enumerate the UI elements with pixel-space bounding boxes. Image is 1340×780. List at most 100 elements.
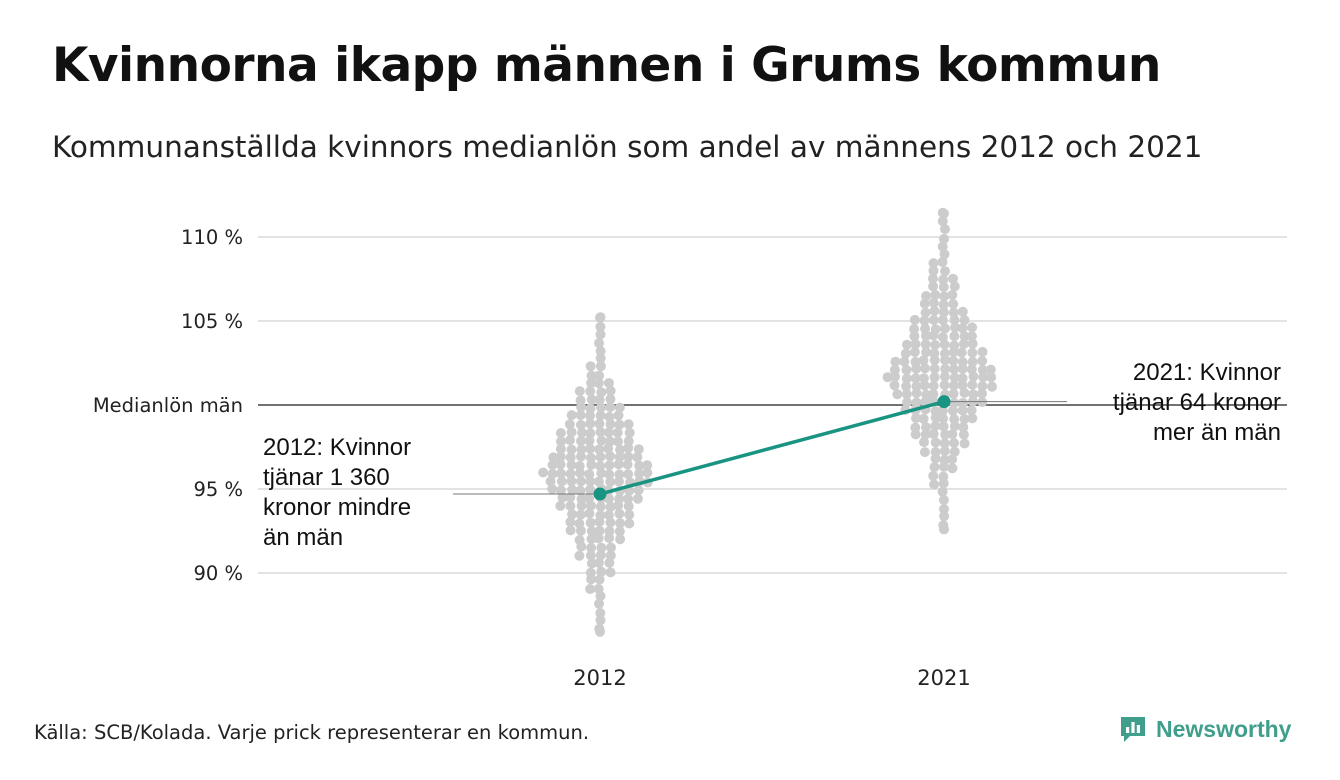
municipality-dot <box>605 451 616 462</box>
municipality-dot <box>594 574 605 585</box>
municipality-dot <box>947 289 958 300</box>
series-point <box>937 395 951 409</box>
annotation-text: än män <box>263 524 343 551</box>
municipality-dot <box>564 419 575 430</box>
municipality-dot <box>594 525 605 536</box>
municipality-dot <box>920 429 931 440</box>
municipality-dot <box>574 386 585 397</box>
municipality-dot <box>949 446 960 457</box>
municipality-dot <box>566 444 577 455</box>
municipality-dot <box>605 394 616 405</box>
municipality-dot <box>967 413 978 424</box>
municipality-dot <box>593 378 604 389</box>
municipality-dot <box>901 381 912 392</box>
municipality-dot <box>919 447 930 458</box>
y-axis-ticks: 90 % 95 % Medianlön män 105 % 110 % <box>93 226 243 585</box>
municipality-dot <box>614 469 625 480</box>
municipality-dot <box>957 306 968 317</box>
municipality-dot <box>623 451 634 462</box>
municipality-dot <box>612 427 623 438</box>
annotation-text: kronor mindre <box>263 494 411 521</box>
municipality-dot <box>555 428 566 438</box>
municipality-dot <box>633 444 644 455</box>
municipality-dot <box>929 479 940 490</box>
municipality-dot <box>605 567 616 578</box>
municipality-dot <box>594 598 604 609</box>
municipality-dot <box>613 436 623 447</box>
municipality-dot <box>939 291 950 302</box>
series-point <box>593 487 607 501</box>
municipality-dot <box>939 371 950 382</box>
chart-subtitle: Kommunanställda kvinnors medianlön som a… <box>52 130 1203 164</box>
municipality-dot <box>947 405 958 416</box>
municipality-dot <box>547 468 558 479</box>
municipality-dot <box>604 460 615 471</box>
municipality-dot <box>930 437 941 448</box>
municipality-dot <box>615 534 626 545</box>
municipality-dot <box>921 330 931 341</box>
municipality-dot <box>566 460 577 470</box>
municipality-dot <box>585 443 596 454</box>
municipality-dot <box>928 429 939 439</box>
municipality-dot <box>938 478 949 489</box>
municipality-dot <box>565 517 576 527</box>
municipality-dot <box>585 476 596 487</box>
municipality-dot <box>576 541 587 552</box>
municipality-dot <box>565 452 576 463</box>
municipality-dot <box>586 378 597 388</box>
municipality-dot <box>586 534 597 544</box>
municipality-dot <box>556 476 567 487</box>
municipality-dot <box>555 443 566 454</box>
municipality-dot <box>940 266 950 277</box>
municipality-dot <box>584 508 595 519</box>
municipality-dot <box>585 484 596 495</box>
brand-name: Newsworthy <box>1156 715 1292 742</box>
municipality-dot <box>586 459 597 470</box>
annotations: 2012: Kvinnor tjänar 1 360 kronor mindre än… <box>263 359 1281 551</box>
municipality-dot <box>585 584 596 594</box>
municipality-dot <box>565 468 576 479</box>
municipality-dot <box>959 387 970 398</box>
municipality-dot <box>938 299 949 310</box>
municipality-dot <box>575 467 585 478</box>
municipality-dot <box>902 397 912 408</box>
municipality-dot <box>586 370 597 381</box>
municipality-dot <box>966 331 977 342</box>
municipality-dot <box>930 289 941 300</box>
municipality-dot <box>938 413 949 424</box>
municipality-dot <box>930 453 941 464</box>
municipality-dot <box>604 533 615 543</box>
municipality-dot <box>920 339 931 350</box>
municipality-dot <box>977 356 988 366</box>
municipality-dot <box>585 550 596 561</box>
municipality-dot <box>596 566 607 577</box>
municipality-dot <box>909 324 920 334</box>
municipality-dot <box>901 364 912 375</box>
municipality-dot <box>574 550 585 561</box>
municipality-dot <box>928 265 939 276</box>
municipality-dot <box>576 476 586 487</box>
municipality-dot <box>613 459 624 470</box>
municipality-dot <box>555 451 566 462</box>
y-tick-label: 90 % <box>193 562 243 585</box>
annotation-text: 2012: Kvinnor <box>263 434 411 461</box>
municipality-dot <box>585 410 595 421</box>
municipality-dot <box>585 428 596 439</box>
municipality-dot <box>595 427 606 437</box>
municipality-dot <box>930 412 941 423</box>
municipality-dot <box>949 281 960 292</box>
municipality-dot <box>623 469 634 480</box>
municipality-dot <box>594 394 605 405</box>
municipality-dot <box>920 307 931 318</box>
municipality-dot <box>948 347 959 357</box>
municipality-dot <box>940 355 950 366</box>
municipality-dot <box>957 357 968 367</box>
reference-line-label: Medianlön män <box>93 394 243 417</box>
municipality-dot <box>949 372 960 383</box>
municipality-dot <box>919 380 930 391</box>
municipality-dot <box>938 307 949 318</box>
municipality-dot <box>594 418 605 429</box>
municipality-dot <box>899 356 910 367</box>
municipality-dot <box>605 402 616 413</box>
municipality-dot <box>957 363 968 374</box>
